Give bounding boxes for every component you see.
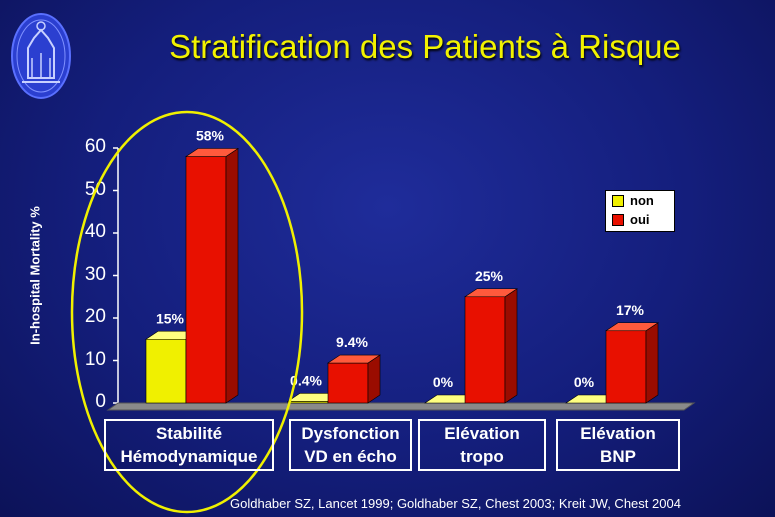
category-label-line2: Hémodynamique: [120, 447, 258, 466]
category-label-line1: Stabilité: [155, 424, 223, 443]
bar-oui: [185, 156, 227, 404]
y-tick-label: 20: [84, 306, 106, 327]
legend-item-non: non: [612, 191, 674, 210]
data-label: 58%: [196, 128, 225, 144]
category-label-line2: VD en écho: [304, 447, 397, 466]
data-label: 0.4%: [290, 372, 322, 388]
data-label: 9.4%: [336, 334, 368, 350]
legend-swatch-non: [612, 194, 624, 207]
bar-oui: [464, 296, 506, 404]
highlight-ellipse: [70, 110, 304, 514]
category-box-elevation-tropo: Elévation tropo: [418, 419, 546, 471]
category-label-line1: Dysfonction: [301, 424, 400, 443]
y-tick-label: 30: [84, 263, 106, 285]
bar-top-oui: [327, 354, 381, 364]
category-box-elevation-bnp: Elévation BNP: [556, 419, 680, 471]
y-tick-label: 40: [84, 221, 106, 242]
y-tick-label: 60: [84, 136, 106, 157]
data-label: 25%: [475, 268, 504, 284]
bar-side-oui: [225, 147, 239, 404]
data-label: 17%: [616, 302, 645, 318]
data-label: 15%: [156, 310, 185, 326]
bar-oui: [327, 362, 369, 404]
slide-title: Stratification des Patients à Risque: [169, 28, 681, 65]
legend-item-oui: oui: [612, 210, 674, 229]
citation: Goldhaber SZ, Lancet 1999; Goldhaber SZ,…: [230, 496, 681, 511]
legend-swatch-oui: [612, 213, 624, 226]
y-tick-label: 10: [84, 348, 106, 370]
category-box-stabilite: Stabilité Hémodynamique: [104, 419, 274, 471]
legend-label-non: non: [630, 193, 654, 208]
category-label-line1: Elévation: [444, 424, 520, 443]
category-label-line2: tropo: [460, 447, 504, 466]
y-tick-label: 0: [95, 391, 106, 412]
hospital-seal-logo: [11, 13, 71, 99]
data-label: 0%: [433, 374, 454, 390]
bar-top-oui: [185, 148, 239, 157]
category-box-dysfonction: Dysfonction VD en écho: [289, 419, 412, 471]
bar-oui: [605, 330, 647, 404]
chart-floor: [106, 402, 696, 411]
legend: non oui: [605, 190, 675, 232]
data-label: 0%: [574, 374, 595, 390]
legend-label-oui: oui: [630, 212, 650, 227]
category-label-line1: Elévation: [580, 424, 656, 443]
bar-top-oui: [464, 288, 518, 298]
bar-side-oui: [504, 288, 518, 404]
bar-top-oui: [605, 322, 659, 332]
bar-side-oui: [367, 354, 381, 404]
category-label-line2: BNP: [600, 447, 636, 466]
bar-side-oui: [645, 322, 659, 404]
bar-non: [145, 338, 187, 404]
